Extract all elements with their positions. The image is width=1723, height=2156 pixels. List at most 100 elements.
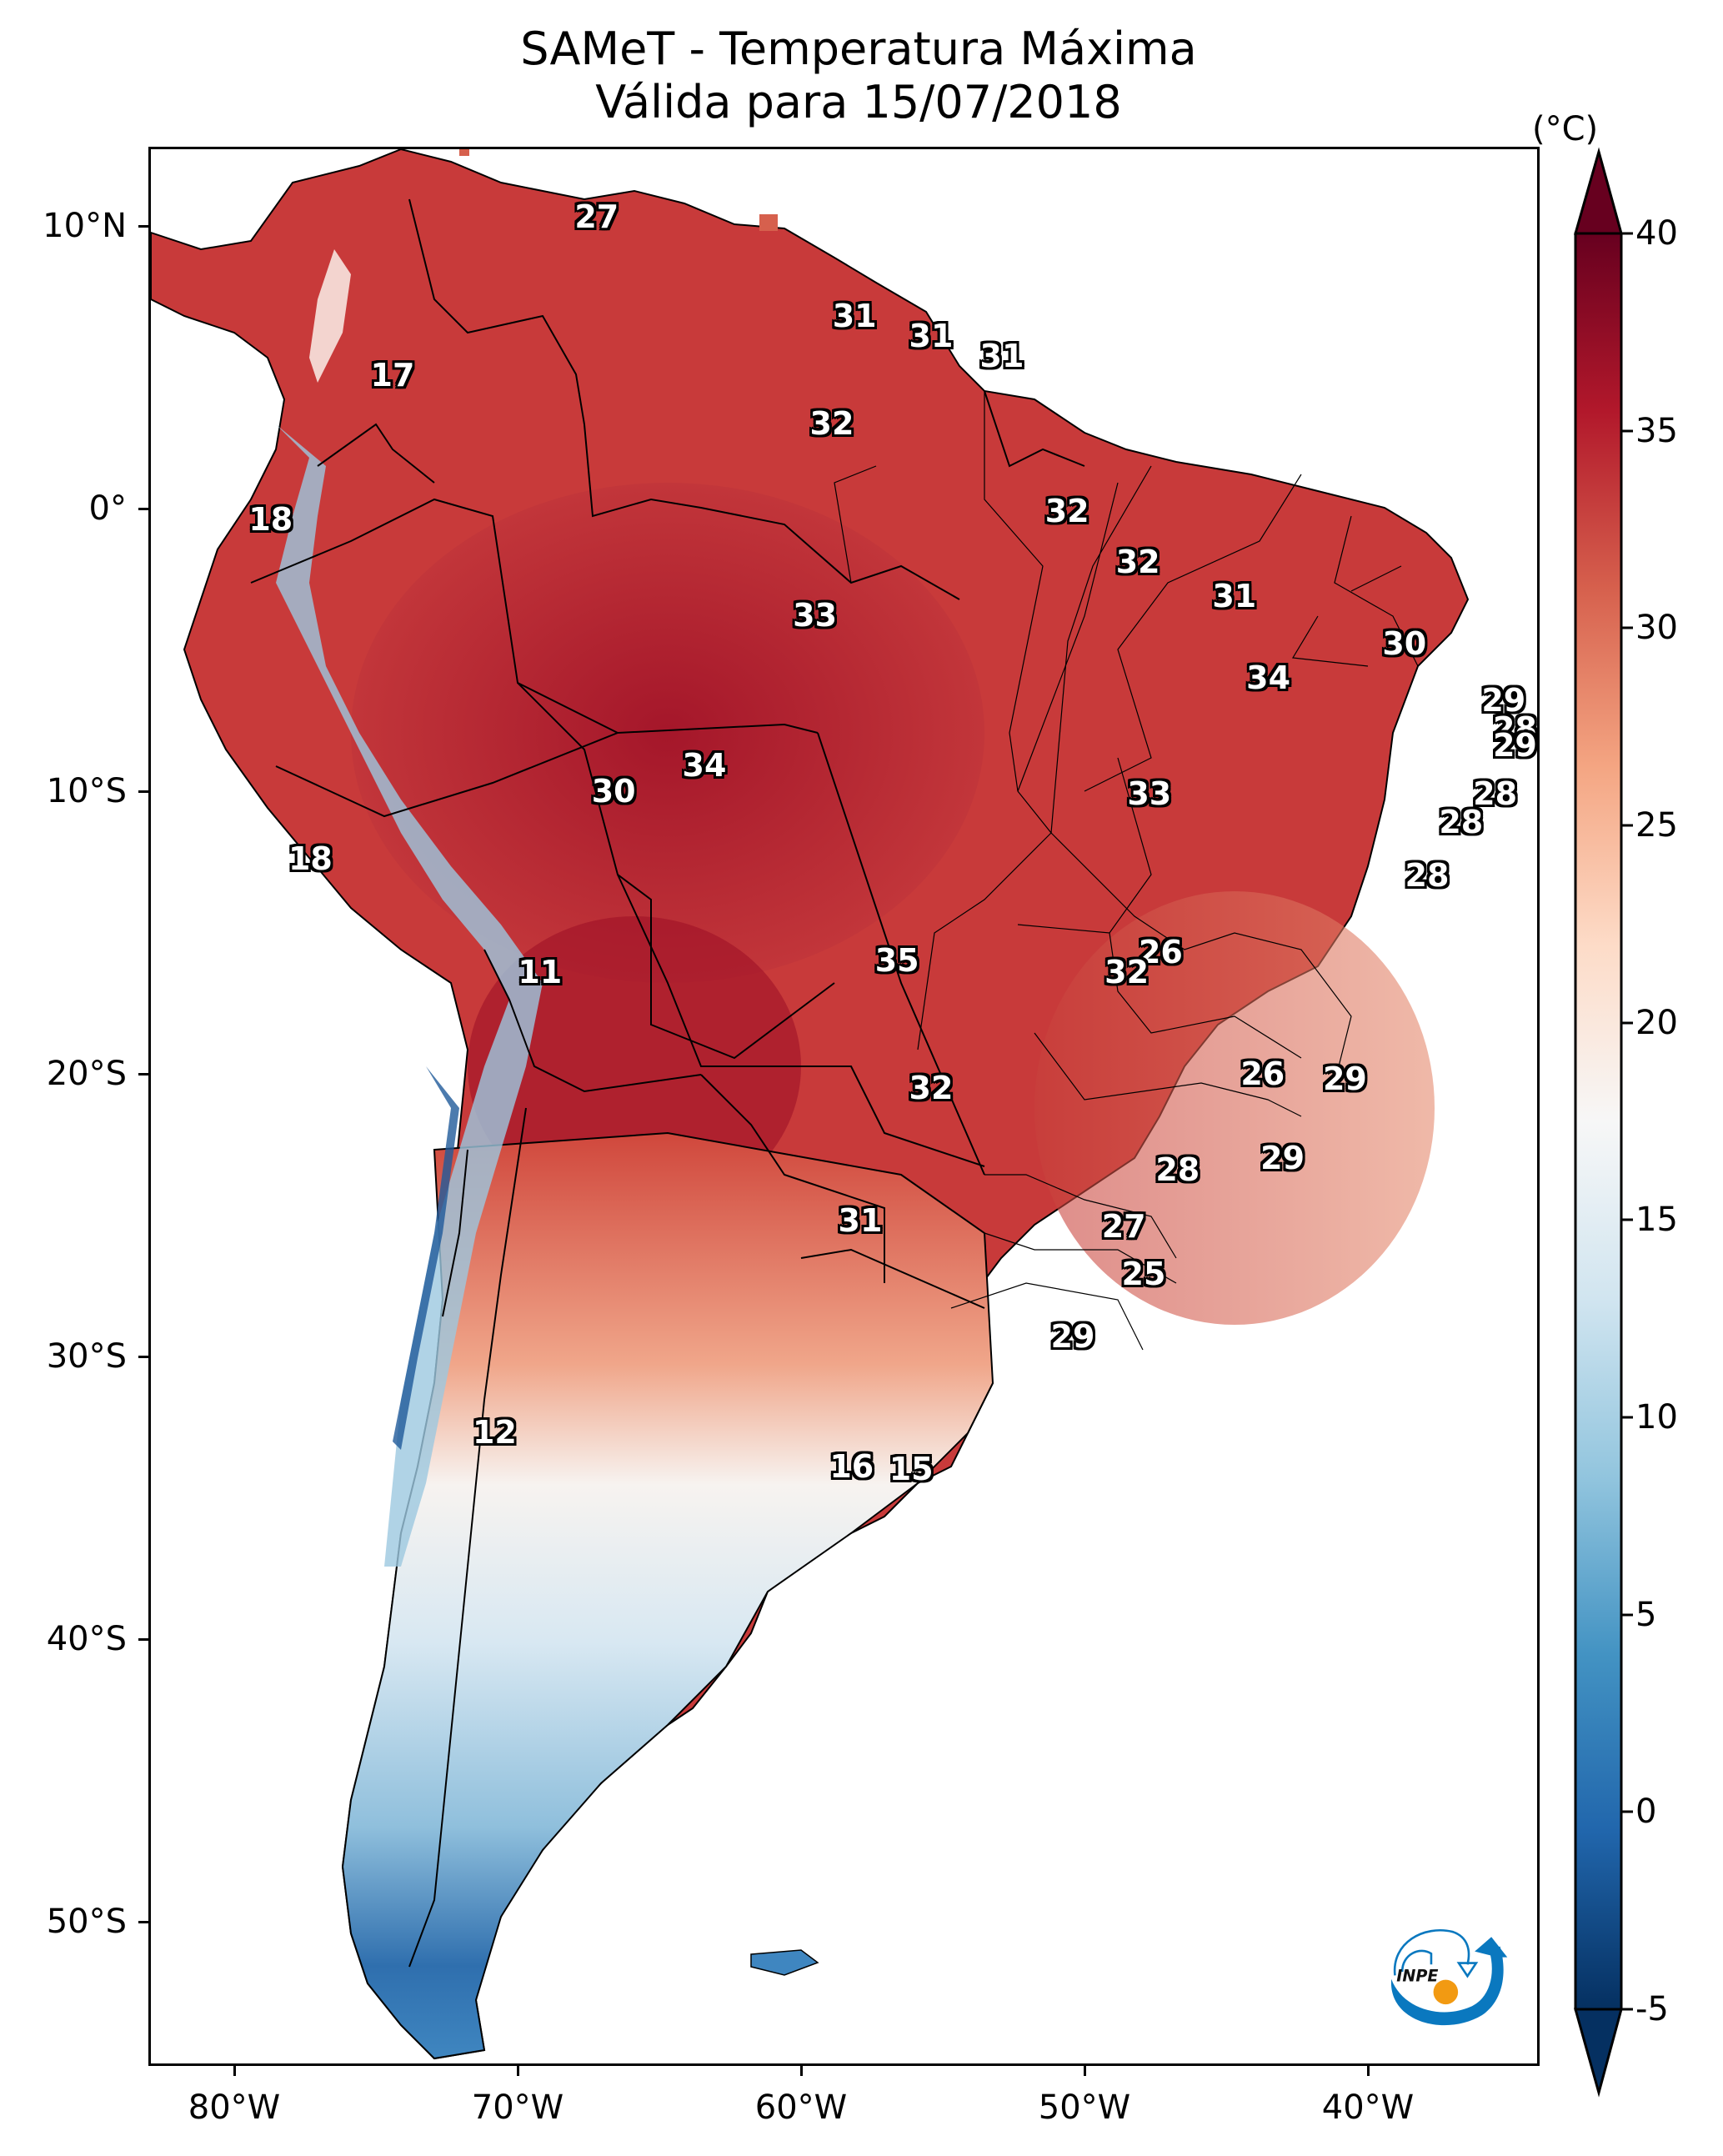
lat-tick-label: 10°N — [43, 207, 127, 245]
lon-tick-mark — [233, 2066, 236, 2076]
temperature-label: 26 — [1240, 1055, 1285, 1092]
andes-cold-core — [393, 1066, 459, 1450]
lat-tick-mark — [138, 225, 148, 228]
temperature-label: 29 — [1492, 727, 1537, 765]
lon-tick-mark — [517, 2066, 519, 2076]
logo-sun-icon — [1433, 1979, 1459, 2005]
temperature-label: 31 — [838, 1201, 883, 1239]
temperature-label: 15 — [889, 1451, 934, 1488]
temperature-label: 31 — [1212, 577, 1257, 614]
colorbar-tick-mark — [1621, 429, 1633, 433]
colorbar-body — [1574, 232, 1623, 2011]
colorbar-tick-label: 0 — [1635, 1792, 1657, 1832]
temperature-map — [151, 149, 1470, 2060]
temperature-label: 28 — [1155, 1151, 1200, 1188]
lon-tick-label: 50°W — [1038, 2088, 1131, 2127]
temperature-label: 30 — [1382, 625, 1427, 663]
trinidad-island — [759, 214, 778, 231]
andes-cold-band — [276, 424, 543, 1567]
temperature-label: 16 — [829, 1447, 874, 1485]
temperature-label: 25 — [1121, 1256, 1166, 1293]
logo-text: INPE — [1396, 1966, 1438, 1985]
heat-core-amazon — [351, 483, 984, 983]
temperature-label: 29 — [1260, 1140, 1305, 1177]
logo-down-arrow-icon — [1456, 1962, 1479, 1978]
state-borders — [834, 391, 1419, 1351]
temperature-label: 29 — [1481, 682, 1526, 720]
temperature-label: 32 — [1104, 953, 1150, 990]
temperature-label: 28 — [1405, 857, 1450, 895]
lat-tick-label: 0° — [88, 489, 127, 528]
temperature-label: 29 — [1050, 1317, 1095, 1355]
falkland-islands — [750, 1949, 819, 1976]
colorbar-tick-label: -5 — [1635, 1990, 1669, 2028]
chart-title-line2: Válida para 15/07/2018 — [595, 76, 1122, 128]
lat-tick-label: 40°S — [46, 1620, 127, 1658]
lon-tick-label: 80°W — [188, 2088, 281, 2127]
colombia-andes — [309, 249, 351, 383]
logo-orbit-icon — [1394, 1929, 1470, 1976]
lat-tick-mark — [138, 508, 148, 510]
lat-tick-mark — [138, 1638, 148, 1641]
colorbar-tick-mark — [1621, 1810, 1633, 1813]
temperature-label: 27 — [1101, 1207, 1146, 1245]
lat-tick-label: 10°S — [46, 772, 127, 810]
colorbar-extend-max — [1574, 147, 1623, 235]
colorbar-tick-mark — [1621, 1416, 1633, 1419]
colorbar-tick-mark — [1621, 232, 1633, 235]
colorbar-tick-mark — [1621, 824, 1633, 827]
colorbar-tick-mark — [1621, 1021, 1633, 1025]
colorbar-tick-mark — [1621, 2008, 1633, 2011]
logo-arrow-icon — [1475, 1937, 1508, 1958]
temperature-label: 35 — [874, 942, 919, 979]
lon-tick-label: 40°W — [1321, 2088, 1415, 2127]
temperature-label: 29 — [1322, 1060, 1367, 1098]
lat-tick-label: 50°S — [46, 1903, 127, 1941]
lon-tick-mark — [1367, 2066, 1370, 2076]
colorbar-tick-mark — [1621, 1613, 1633, 1617]
lat-tick-label: 20°S — [46, 1055, 127, 1093]
temperature-label: 34 — [1246, 659, 1291, 696]
temperature-label: 17 — [370, 357, 415, 394]
temperature-label: 33 — [1127, 775, 1172, 812]
colorbar-tick-label: 15 — [1635, 1201, 1678, 1240]
colorbar-tick-label: 5 — [1635, 1595, 1657, 1634]
colorbar-tick-label: 35 — [1635, 411, 1678, 450]
temperature-label: 31 — [979, 337, 1024, 374]
temperature-label: 33 — [793, 597, 838, 634]
temperature-label: 32 — [1115, 544, 1160, 581]
lon-tick-label: 70°W — [471, 2088, 564, 2127]
lat-tick-mark — [138, 1921, 148, 1923]
lat-tick-mark — [138, 1356, 148, 1358]
milder-east-brazil — [1034, 891, 1435, 1325]
inpe-logo: INPE — [1390, 1929, 1508, 2026]
lon-tick-mark — [800, 2066, 803, 2076]
temperature-label: 34 — [682, 747, 727, 785]
colorbar-tick-label: 40 — [1635, 214, 1678, 253]
colorbar-tick-label: 25 — [1635, 806, 1678, 845]
temperature-label: 30 — [591, 772, 636, 810]
temperature-label: 27 — [574, 198, 619, 236]
temperature-label: 11 — [518, 953, 563, 990]
aruba-island — [459, 149, 469, 156]
temperature-label: 32 — [809, 404, 854, 442]
logo-swoosh-icon — [1390, 1946, 1504, 2026]
map-plot-area: 27 17 31 31 31 32 18 32 32 33 31 30 34 29 28 29 34 30 28 33… — [148, 147, 1540, 2066]
colorbar-tick-mark — [1621, 1218, 1633, 1221]
temperature-label: 32 — [1044, 493, 1089, 529]
temperature-label: 12 — [472, 1414, 517, 1452]
lat-tick-label: 30°S — [46, 1337, 127, 1376]
lat-tick-mark — [138, 1073, 148, 1075]
temperature-label: 18 — [248, 501, 293, 539]
colorbar-tick-label: 10 — [1635, 1398, 1678, 1436]
temperature-label: 31 — [832, 298, 877, 335]
temperature-label: 26 — [1138, 933, 1183, 970]
country-borders — [250, 198, 1085, 1968]
colorbar — [1574, 147, 1623, 2098]
lat-tick-mark — [138, 790, 148, 793]
colorbar-unit-label: (°C) — [1532, 110, 1599, 148]
temperature-label: 18 — [288, 840, 333, 877]
temperature-label: 28 — [1492, 710, 1537, 748]
colorbar-tick-label: 20 — [1635, 1003, 1678, 1042]
chart-title-line1: SAMeT - Temperatura Máxima — [520, 23, 1197, 75]
